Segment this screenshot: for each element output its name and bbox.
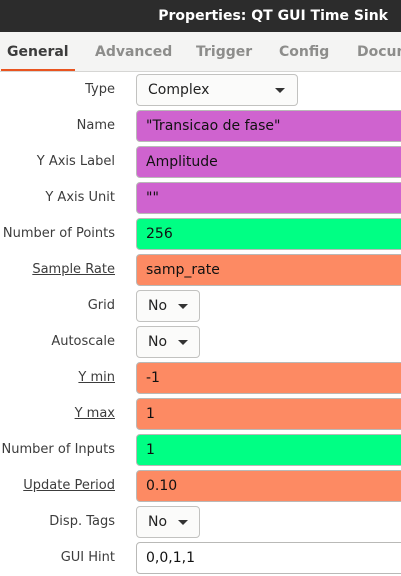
number-of-inputs-label: Number of Inputs [1,442,115,457]
disp-tags-value: No [148,514,168,530]
update-period-field[interactable]: 0.10 [136,470,401,502]
number-of-points-label: Number of Points [2,226,115,241]
gui-hint-label: GUI Hint [60,550,115,565]
autoscale-value: No [148,334,168,350]
window-title: Properties: QT GUI Time Sink [158,8,388,24]
type-row: Type Complex [0,72,401,108]
sample-rate-field[interactable]: samp_rate [136,254,401,286]
grid-dropdown[interactable]: No [136,290,200,322]
window-titlebar: Properties: QT GUI Time Sink [0,0,401,32]
y-axis-unit-row: Y Axis Unit "" [0,180,401,216]
name-field[interactable]: "Transicao de fase" [136,110,401,142]
disp-tags-label: Disp. Tags [49,514,115,529]
y-min-row: Y min -1 [0,360,401,396]
y-max-field[interactable]: 1 [136,398,401,430]
chevron-down-icon [178,304,188,309]
chevron-down-icon [178,340,188,345]
y-min-label: Y min [78,370,115,385]
tab-advanced[interactable]: Advanced [95,44,173,60]
tab-config[interactable]: Config [279,44,330,60]
type-dropdown[interactable]: Complex [136,74,298,106]
grid-value: No [148,298,168,314]
number-of-points-row: Number of Points 256 [0,216,401,252]
type-value: Complex [148,82,210,98]
y-min-field[interactable]: -1 [136,362,401,394]
sample-rate-label: Sample Rate [32,262,115,277]
autoscale-row: Autoscale No [0,324,401,360]
autoscale-dropdown[interactable]: No [136,326,200,358]
name-label: Name [76,118,115,133]
disp-tags-row: Disp. Tags No [0,504,401,540]
number-of-points-field[interactable]: 256 [136,218,401,250]
disp-tags-dropdown[interactable]: No [136,506,200,538]
number-of-inputs-field[interactable]: 1 [136,434,401,466]
chevron-down-icon [275,88,285,93]
number-of-inputs-row: Number of Inputs 1 [0,432,401,468]
autoscale-label: Autoscale [51,334,115,349]
tab-general[interactable]: General [1,32,75,71]
y-axis-unit-field[interactable]: "" [136,182,401,214]
update-period-label: Update Period [23,478,115,493]
gui-hint-row: GUI Hint 0,0,1,1 [0,540,401,576]
tab-documentation[interactable]: Docum [357,44,401,60]
update-period-row: Update Period 0.10 [0,468,401,504]
chevron-down-icon [178,520,188,525]
sample-rate-row: Sample Rate samp_rate [0,252,401,288]
y-axis-label-field[interactable]: Amplitude [136,146,401,178]
name-row: Name "Transicao de fase" [0,108,401,144]
tab-bar: General Advanced Trigger Config Docum [0,32,401,72]
gui-hint-field[interactable]: 0,0,1,1 [136,542,401,574]
y-axis-label-row: Y Axis Label Amplitude [0,144,401,180]
tab-trigger[interactable]: Trigger [196,44,253,60]
type-label: Type [85,82,115,97]
y-axis-label-label: Y Axis Label [36,154,115,169]
grid-label: Grid [87,298,115,313]
y-max-label: Y max [74,406,115,421]
y-max-row: Y max 1 [0,396,401,432]
y-axis-unit-label: Y Axis Unit [45,190,115,205]
grid-row: Grid No [0,288,401,324]
